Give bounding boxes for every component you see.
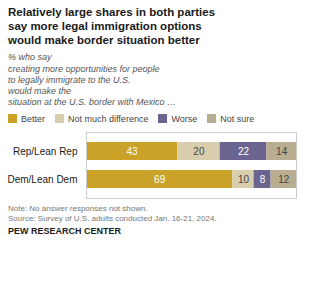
html-text:% who say creating more opport: % who say creating more opportunities fo… [8, 52, 177, 108]
svg-text:22: 22 [238, 145, 250, 156]
svg-text:20: 20 [193, 145, 205, 156]
svg-text:43: 43 [127, 145, 139, 156]
html-text:Not sure: Not sure [220, 113, 255, 124]
html-text:Relatively large shares in bot: Relatively large shares in both parties … [8, 6, 216, 46]
html-text:Better: Better [21, 113, 45, 124]
svg-text:Rep/Lean Rep: Rep/Lean Rep [13, 145, 78, 156]
html-text:Not much difference: Not much difference [68, 113, 149, 124]
svg-text:69: 69 [154, 173, 166, 184]
html-text:Source: Survey of U.S. adults: Source: Survey of U.S. adults conducted … [8, 214, 217, 223]
svg-text:10: 10 [238, 173, 250, 184]
svg-text:8: 8 [260, 173, 266, 184]
svg-text:Dem/Lean Dem: Dem/Lean Dem [8, 173, 78, 184]
svg-text:14: 14 [276, 145, 288, 156]
svg-text:12: 12 [278, 173, 290, 184]
html-text:Note: No answer responses not: Note: No answer responses not shown. [8, 203, 148, 213]
html-text:PEW RESEARCH CENTER: PEW RESEARCH CENTER [8, 226, 121, 237]
html-text:Worse: Worse [171, 113, 198, 124]
